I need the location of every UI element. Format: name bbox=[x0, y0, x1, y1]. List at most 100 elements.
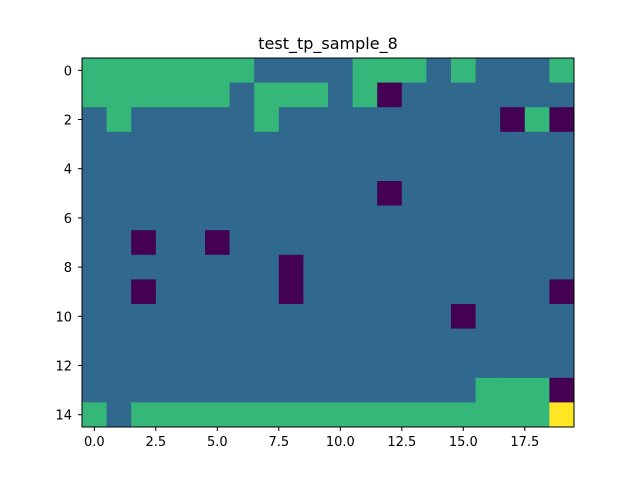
y-tick-label: 10 bbox=[55, 310, 72, 325]
heatmap-cell bbox=[328, 230, 354, 256]
heatmap-cell bbox=[303, 254, 329, 280]
heatmap-cell bbox=[500, 279, 526, 305]
heatmap-cell bbox=[451, 353, 477, 379]
heatmap-cell bbox=[426, 58, 452, 84]
heatmap-cell bbox=[524, 304, 550, 330]
heatmap-cell bbox=[524, 107, 550, 133]
heatmap-cell bbox=[131, 58, 157, 84]
y-tick-label: 4 bbox=[64, 163, 72, 178]
heatmap-cell bbox=[328, 353, 354, 379]
heatmap-cell bbox=[328, 328, 354, 354]
heatmap-cell bbox=[549, 205, 575, 231]
heatmap-cell bbox=[131, 402, 157, 428]
heatmap-cell bbox=[180, 304, 206, 330]
heatmap-cell bbox=[475, 304, 501, 330]
heatmap-cell bbox=[106, 82, 132, 108]
heatmap-cell bbox=[524, 156, 550, 182]
heatmap-cell bbox=[254, 82, 280, 108]
heatmap-cell bbox=[303, 304, 329, 330]
y-axis-ticks: 0 2 4 6 8 10 12 14 bbox=[55, 64, 82, 424]
heatmap-cell bbox=[278, 131, 304, 157]
heatmap-cell bbox=[475, 58, 501, 84]
heatmap-cell bbox=[500, 254, 526, 280]
heatmap-cell bbox=[254, 279, 280, 305]
heatmap-cell bbox=[303, 205, 329, 231]
heatmap-cell bbox=[106, 156, 132, 182]
heatmap-cell bbox=[229, 353, 255, 379]
heatmap-cell bbox=[475, 353, 501, 379]
heatmap-cell bbox=[475, 377, 501, 403]
heatmap-cell bbox=[106, 402, 132, 428]
heatmap-cell bbox=[475, 230, 501, 256]
heatmap-cell bbox=[180, 402, 206, 428]
heatmap-cell bbox=[131, 107, 157, 133]
heatmap-cell bbox=[131, 82, 157, 108]
heatmap-cell bbox=[377, 82, 403, 108]
heatmap-cells bbox=[82, 58, 575, 428]
heatmap-cell bbox=[377, 279, 403, 305]
heatmap-cell bbox=[352, 353, 378, 379]
heatmap-cell bbox=[328, 279, 354, 305]
heatmap-cell bbox=[180, 353, 206, 379]
heatmap-cell bbox=[426, 230, 452, 256]
heatmap-cell bbox=[229, 205, 255, 231]
heatmap-cell bbox=[106, 377, 132, 403]
heatmap-cell bbox=[401, 402, 427, 428]
heatmap-cell bbox=[549, 254, 575, 280]
heatmap-cell bbox=[131, 254, 157, 280]
heatmap-cell bbox=[451, 377, 477, 403]
heatmap-cell bbox=[426, 377, 452, 403]
heatmap-cell bbox=[106, 254, 132, 280]
heatmap-cell bbox=[82, 181, 108, 207]
heatmap-cell bbox=[352, 205, 378, 231]
heatmap-cell bbox=[229, 230, 255, 256]
heatmap-cell bbox=[500, 82, 526, 108]
heatmap-cell bbox=[500, 156, 526, 182]
heatmap-cell bbox=[229, 181, 255, 207]
heatmap-cell bbox=[180, 205, 206, 231]
heatmap-cell bbox=[254, 304, 280, 330]
heatmap-cell bbox=[549, 377, 575, 403]
heatmap-cell bbox=[524, 353, 550, 379]
heatmap-cell bbox=[106, 205, 132, 231]
heatmap-cell bbox=[155, 58, 181, 84]
heatmap-cell bbox=[180, 377, 206, 403]
heatmap-cell bbox=[131, 131, 157, 157]
heatmap-cell bbox=[401, 205, 427, 231]
heatmap-cell bbox=[131, 156, 157, 182]
heatmap-cell bbox=[352, 230, 378, 256]
chart-title: test_tp_sample_8 bbox=[258, 34, 398, 54]
y-tick-label: 6 bbox=[64, 212, 72, 227]
heatmap-cell bbox=[131, 205, 157, 231]
heatmap-cell bbox=[229, 107, 255, 133]
heatmap-cell bbox=[451, 82, 477, 108]
x-tick-label: 7.5 bbox=[268, 435, 289, 450]
heatmap-cell bbox=[377, 156, 403, 182]
heatmap-cell bbox=[426, 205, 452, 231]
heatmap-cell bbox=[82, 279, 108, 305]
heatmap-cell bbox=[451, 279, 477, 305]
heatmap-cell bbox=[500, 131, 526, 157]
heatmap-cell bbox=[180, 254, 206, 280]
heatmap-cell bbox=[82, 230, 108, 256]
heatmap-cell bbox=[106, 353, 132, 379]
heatmap-cell bbox=[401, 156, 427, 182]
heatmap-cell bbox=[82, 205, 108, 231]
heatmap-cell bbox=[155, 377, 181, 403]
heatmap-cell bbox=[155, 82, 181, 108]
heatmap-cell bbox=[377, 304, 403, 330]
heatmap-cell bbox=[426, 328, 452, 354]
heatmap-cell bbox=[106, 304, 132, 330]
heatmap-cell bbox=[82, 82, 108, 108]
heatmap-cell bbox=[106, 58, 132, 84]
heatmap-cell bbox=[328, 377, 354, 403]
heatmap-cell bbox=[155, 181, 181, 207]
heatmap-cell bbox=[352, 181, 378, 207]
heatmap-cell bbox=[303, 230, 329, 256]
heatmap-cell bbox=[303, 181, 329, 207]
heatmap-cell bbox=[82, 131, 108, 157]
heatmap-cell bbox=[278, 402, 304, 428]
heatmap-cell bbox=[426, 82, 452, 108]
heatmap-cell bbox=[500, 304, 526, 330]
